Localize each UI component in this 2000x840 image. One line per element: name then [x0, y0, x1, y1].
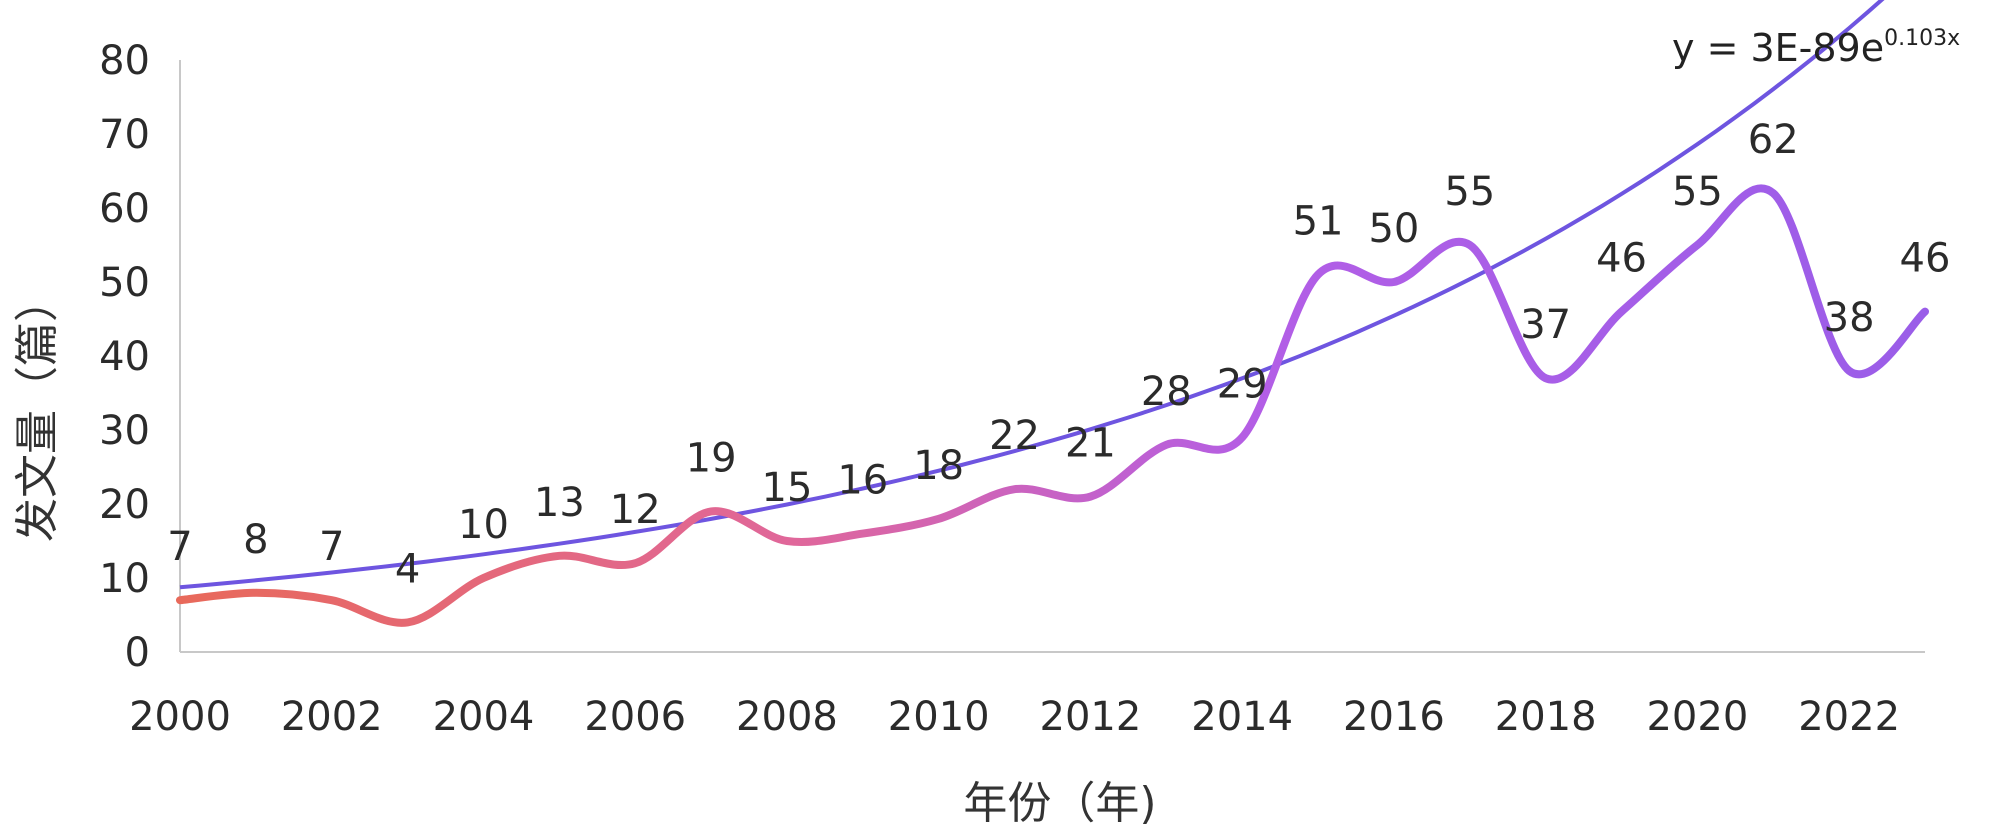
data-label: 29	[1217, 361, 1268, 407]
data-labels: 7 8 7 4 10 13 12 19 15 16 18 22 21 28 29 51 50 55 37 46 55 62…	[167, 117, 1950, 592]
x-tick-label: 2018	[1495, 694, 1597, 740]
y-tick-label: 50	[99, 260, 150, 306]
data-label: 10	[458, 502, 509, 548]
data-label: 8	[243, 517, 268, 563]
y-tick-label: 80	[99, 38, 150, 84]
x-axis-ticks: 2000 2002 2004 2006 2008 2010 2012 2014 2016 2018…	[129, 694, 1900, 740]
y-tick-label: 20	[99, 482, 150, 528]
trendline	[179, 0, 1885, 590]
x-tick-label: 2022	[1798, 694, 1900, 740]
data-label: 7	[319, 524, 344, 570]
data-label: 55	[1672, 169, 1723, 215]
data-label: 28	[1141, 369, 1192, 415]
y-tick-label: 60	[99, 186, 150, 232]
y-tick-label: 40	[99, 334, 150, 380]
data-label: 18	[913, 443, 964, 489]
x-tick-label: 2016	[1343, 694, 1445, 740]
x-tick-label: 2010	[888, 694, 990, 740]
data-label: 55	[1444, 169, 1495, 215]
x-tick-label: 2012	[1040, 694, 1142, 740]
data-label: 22	[989, 413, 1040, 459]
x-tick-label: 2002	[281, 694, 383, 740]
x-tick-label: 2014	[1191, 694, 1293, 740]
x-tick-label: 2008	[736, 694, 838, 740]
data-label: 12	[610, 487, 661, 533]
y-tick-label: 30	[99, 408, 150, 454]
y-tick-label: 70	[99, 112, 150, 158]
data-label: 46	[1900, 236, 1951, 282]
y-tick-label: 0	[125, 630, 150, 676]
trendline-equation-base: y = 3E-89e	[1672, 26, 1884, 70]
data-label: 62	[1748, 117, 1799, 163]
data-label: 16	[837, 458, 888, 504]
trendline-equation: y = 3E-89e0.103x	[1672, 26, 1960, 70]
data-label: 37	[1520, 302, 1571, 348]
data-label: 4	[395, 546, 420, 592]
y-axis-title: 发文量（篇）	[12, 278, 63, 542]
x-axis-title: 年份（年)	[963, 778, 1156, 829]
data-label: 51	[1293, 199, 1344, 245]
data-label: 21	[1065, 421, 1116, 467]
x-tick-label: 2004	[433, 694, 535, 740]
series-line	[176, 184, 1929, 627]
x-tick-label: 2006	[584, 694, 686, 740]
data-label: 50	[1368, 206, 1419, 252]
data-label: 38	[1824, 295, 1875, 341]
y-tick-label: 10	[99, 556, 150, 602]
y-axis-ticks: 0 10 20 30 40 50 60 70 80	[99, 38, 150, 676]
data-label: 15	[762, 465, 813, 511]
data-label: 13	[534, 480, 585, 526]
x-tick-label: 2000	[129, 694, 231, 740]
x-tick-label: 2020	[1646, 694, 1748, 740]
data-label: 19	[686, 435, 737, 481]
data-label: 7	[167, 524, 192, 570]
data-label: 46	[1596, 236, 1647, 282]
trendline-equation-exponent: 0.103x	[1884, 26, 1960, 51]
